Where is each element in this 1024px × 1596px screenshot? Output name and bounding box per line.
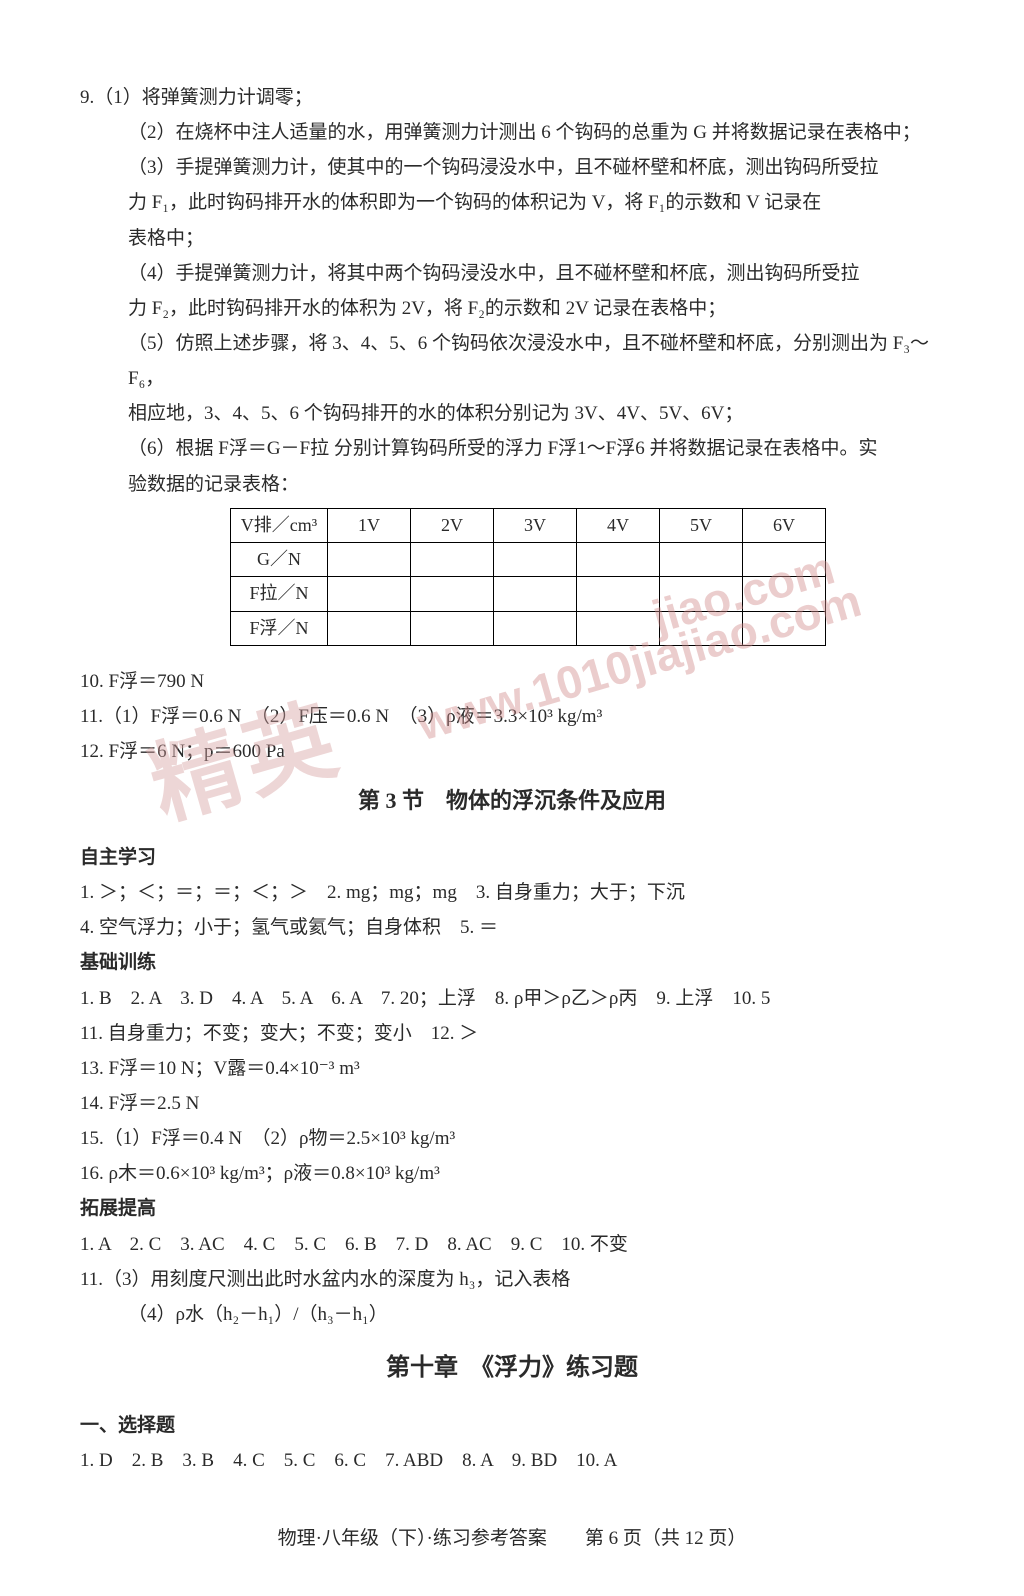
th-3: 3V — [494, 508, 577, 542]
q9-5a: （5）仿照上述步骤，将 3、4、5、6 个钩码依次浸没水中，且不碰杯壁和杯底，分… — [80, 326, 944, 396]
q9-3c: 表格中； — [80, 221, 944, 256]
table-row: F拉／N — [231, 577, 826, 611]
row-ffu: F浮／N — [231, 611, 328, 645]
q10: 10. F浮＝790 N — [80, 664, 944, 699]
chapter-10-title: 第十章 《浮力》练习题 — [80, 1346, 944, 1390]
ext-title: 拓展提高 — [80, 1191, 944, 1226]
basic-l2: 11. 自身重力；不变；变大；不变；变小 12. ＞ — [80, 1016, 944, 1051]
ext-l1: 1. A 2. C 3. AC 4. C 5. C 6. B 7. D 8. A… — [80, 1227, 944, 1262]
th-5: 5V — [660, 508, 743, 542]
self-l1: 1. ＞；＜；＝；＝；＜；＞ 2. mg；mg；mg 3. 自身重力；大于；下沉 — [80, 875, 944, 910]
cell — [494, 577, 577, 611]
cell — [660, 542, 743, 576]
cell — [411, 577, 494, 611]
cell — [577, 577, 660, 611]
choice-title: 一、选择题 — [80, 1408, 944, 1443]
choice-l1: 1. D 2. B 3. B 4. C 5. C 6. C 7. ABD 8. … — [80, 1443, 944, 1478]
ext-l2: 11.（3）用刻度尺测出此时水盆内水的深度为 h₃，记入表格 — [80, 1262, 944, 1297]
table-header-row: V排／cm³ 1V 2V 3V 4V 5V 6V — [231, 508, 826, 542]
data-table: V排／cm³ 1V 2V 3V 4V 5V 6V G／N F拉／N F浮／N — [80, 508, 944, 646]
q9-6a: （6）根据 F浮＝G－F拉 分别计算钩码所受的浮力 F浮1～F浮6 并将数据记录… — [80, 431, 944, 466]
basic-l3: 13. F浮＝10 N；V露＝0.4×10⁻³ m³ — [80, 1051, 944, 1086]
self-study-title: 自主学习 — [80, 840, 944, 875]
q9-4b: 力 F₂，此时钩码排开水的体积为 2V，将 F₂的示数和 2V 记录在表格中； — [80, 291, 944, 326]
th-4: 4V — [577, 508, 660, 542]
section-3-title: 第 3 节 物体的浮沉条件及应用 — [80, 781, 944, 822]
self-l2: 4. 空气浮力；小于；氢气或氦气；自身体积 5. ＝ — [80, 910, 944, 945]
row-fla: F拉／N — [231, 577, 328, 611]
basic-title: 基础训练 — [80, 945, 944, 980]
cell — [328, 611, 411, 645]
basic-l6: 16. ρ木＝0.6×10³ kg/m³；ρ液＝0.8×10³ kg/m³ — [80, 1156, 944, 1191]
cell — [577, 542, 660, 576]
page: 精英 www.1010jiajiao.com jiao.com 9.（1）将弹簧… — [0, 0, 1024, 1596]
q9-2: （2）在烧杯中注人适量的水，用弹簧测力计测出 6 个钩码的总重为 G 并将数据记… — [80, 115, 944, 150]
cell — [743, 577, 826, 611]
q9-3b: 力 F₁，此时钩码排开水的体积即为一个钩码的体积记为 V，将 F₁的示数和 V … — [80, 185, 944, 220]
ext-l3: （4）ρ水（h₂－h₁）/（h₃－h₁） — [80, 1297, 944, 1332]
cell — [411, 611, 494, 645]
cell — [660, 611, 743, 645]
th-1: 1V — [328, 508, 411, 542]
th-2: 2V — [411, 508, 494, 542]
q12: 12. F浮＝6 N；p＝600 Pa — [80, 734, 944, 769]
th-6: 6V — [743, 508, 826, 542]
table-row: F浮／N — [231, 611, 826, 645]
q9-5b: 相应地，3、4、5、6 个钩码排开的水的体积分别记为 3V、4V、5V、6V； — [80, 396, 944, 431]
cell — [660, 577, 743, 611]
basic-l1: 1. B 2. A 3. D 4. A 5. A 6. A 7. 20；上浮 8… — [80, 981, 944, 1016]
row-g: G／N — [231, 542, 328, 576]
cell — [743, 542, 826, 576]
q9-6b: 验数据的记录表格： — [80, 467, 944, 502]
cell — [743, 611, 826, 645]
basic-l5: 15.（1）F浮＝0.4 N （2）ρ物＝2.5×10³ kg/m³ — [80, 1121, 944, 1156]
th-0: V排／cm³ — [231, 508, 328, 542]
cell — [494, 611, 577, 645]
cell — [328, 542, 411, 576]
q9-3a: （3）手提弹簧测力计，使其中的一个钩码浸没水中，且不碰杯壁和杯底，测出钩码所受拉 — [80, 150, 944, 185]
q9-4a: （4）手提弹簧测力计，将其中两个钩码浸没水中，且不碰杯壁和杯底，测出钩码所受拉 — [80, 256, 944, 291]
basic-l4: 14. F浮＝2.5 N — [80, 1086, 944, 1121]
table-row: G／N — [231, 542, 826, 576]
cell — [577, 611, 660, 645]
q9-1: 9.（1）将弹簧测力计调零； — [80, 80, 944, 115]
cell — [494, 542, 577, 576]
cell — [328, 577, 411, 611]
cell — [411, 542, 494, 576]
page-footer: 物理·八年级（下）·练习参考答案 第 6 页（共 12 页） — [80, 1521, 944, 1556]
q11: 11.（1）F浮＝0.6 N （2）F压＝0.6 N （3）ρ液＝3.3×10³… — [80, 699, 944, 734]
